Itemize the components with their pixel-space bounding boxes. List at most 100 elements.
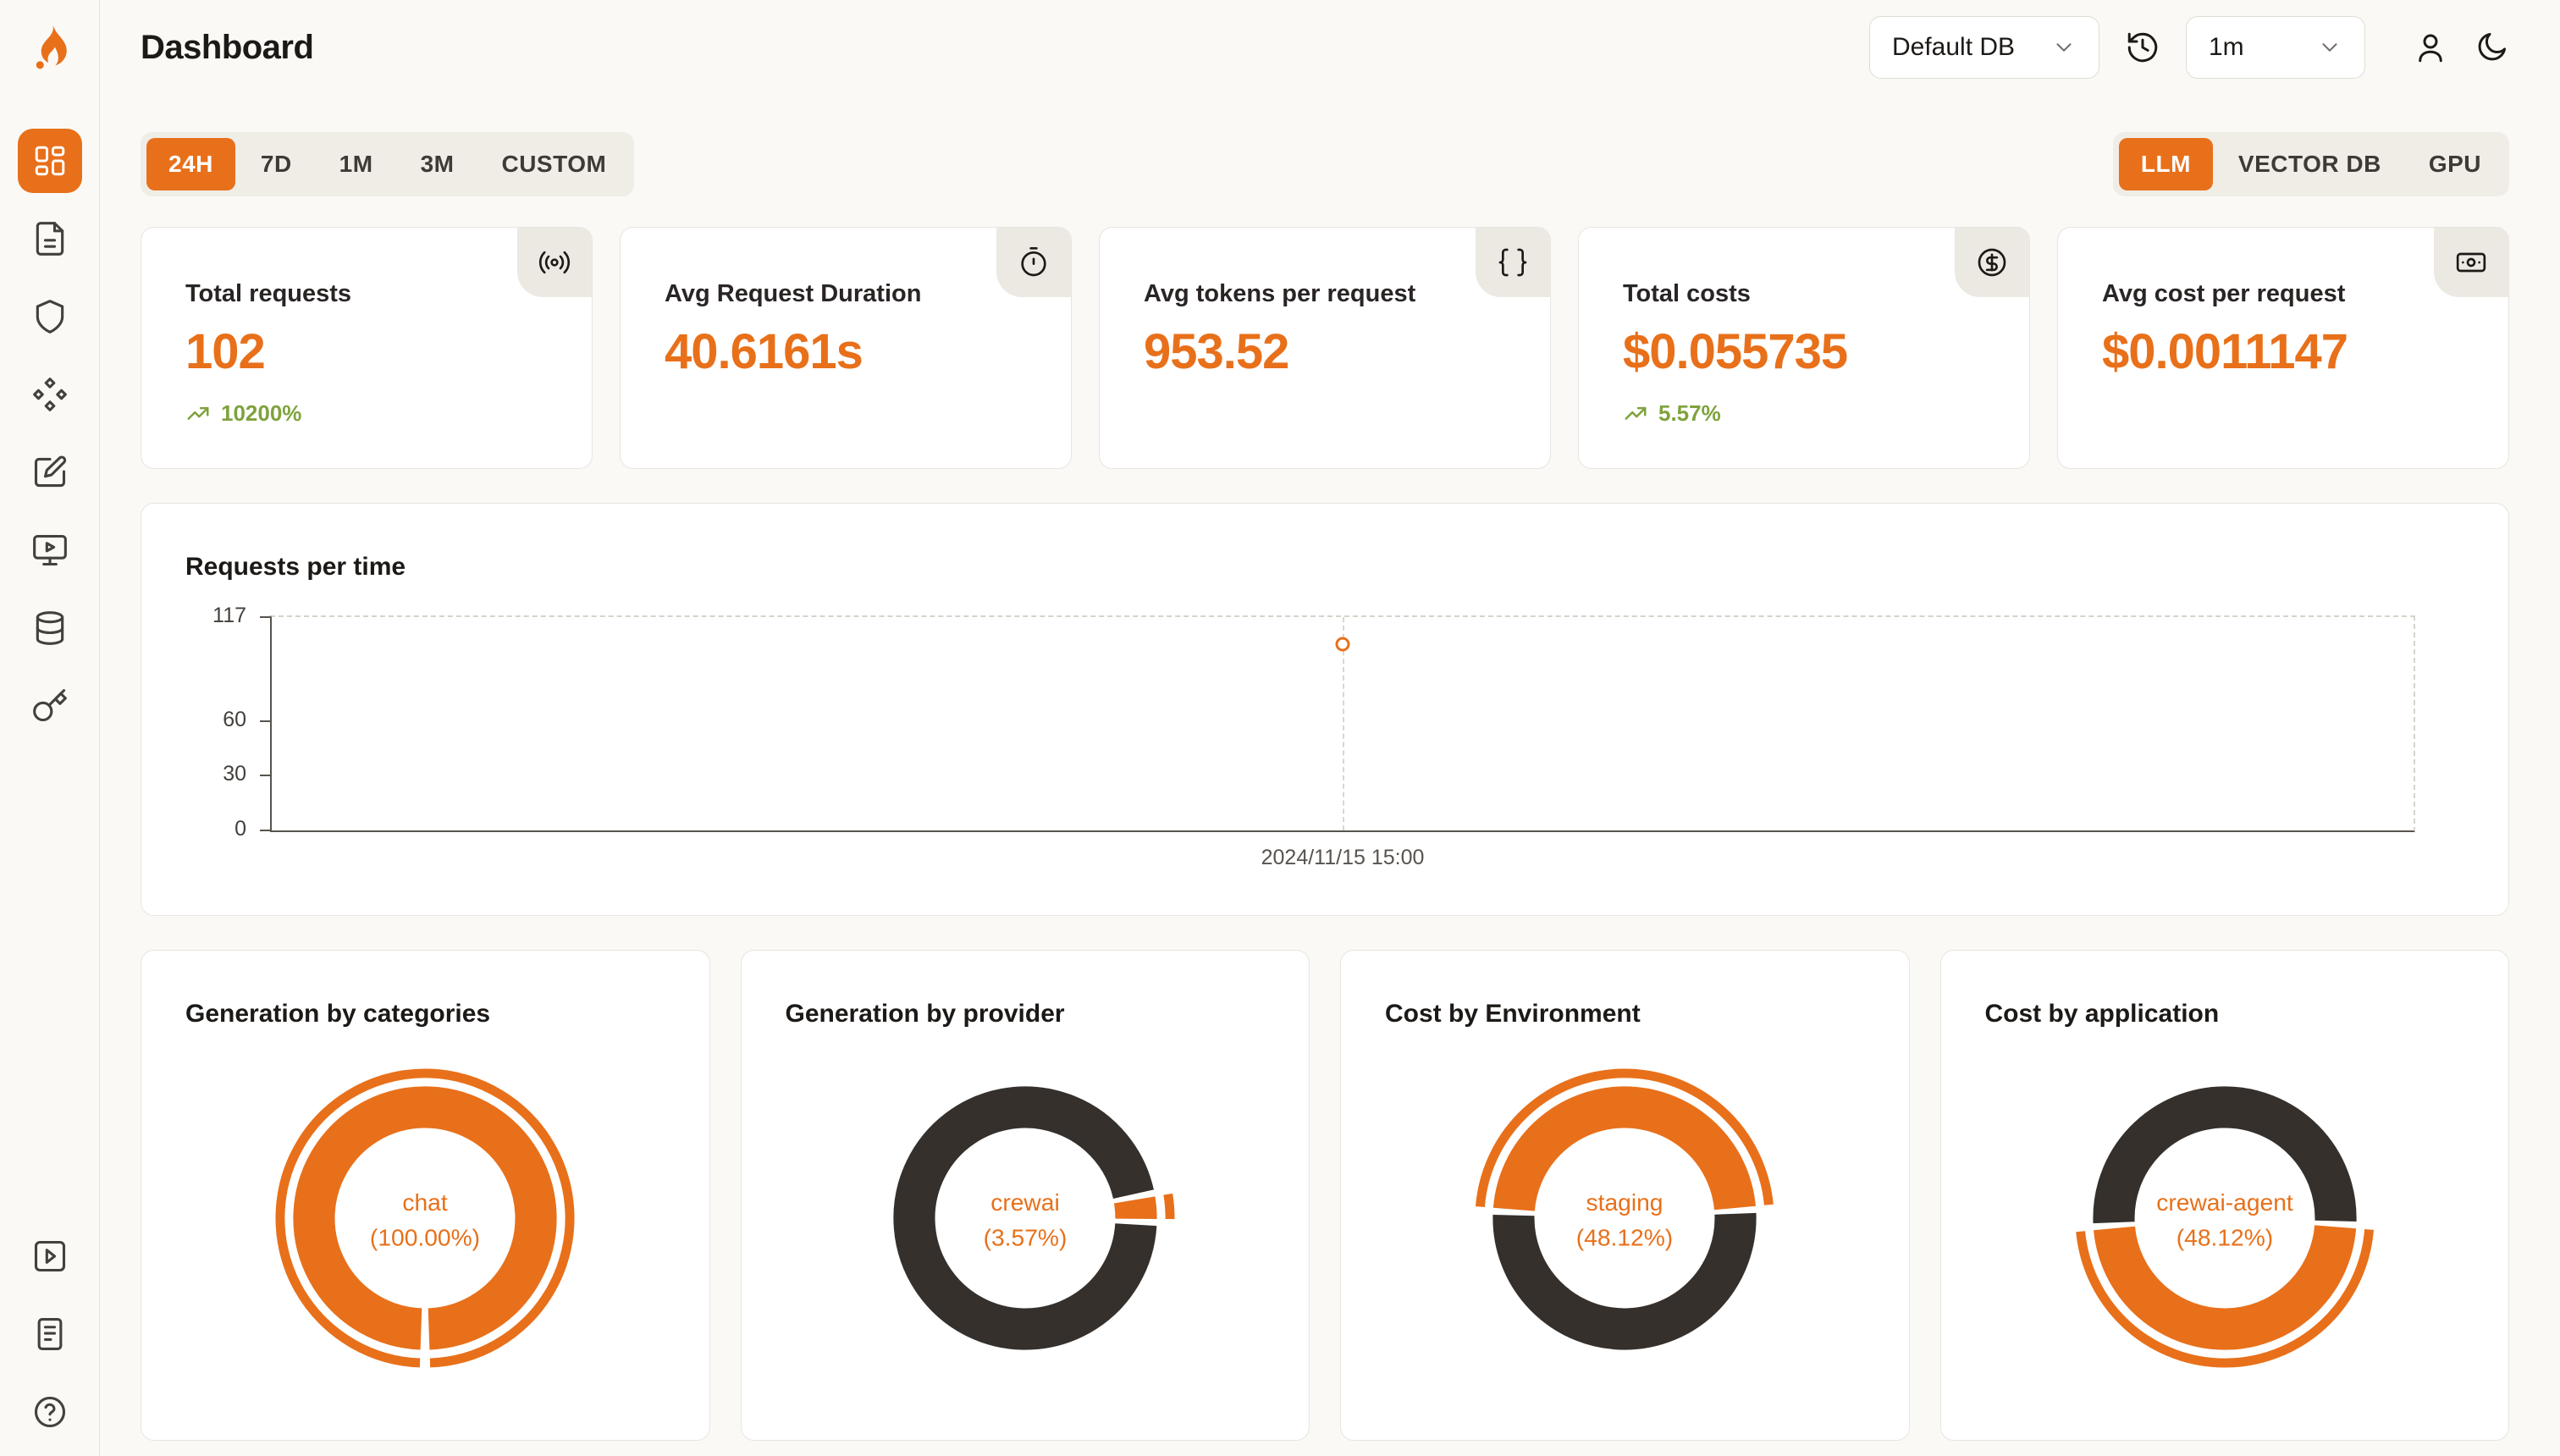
circle-dollar-icon	[1978, 248, 2006, 277]
database-select[interactable]: Default DB	[1869, 16, 2099, 79]
donut-center-value: (100.00%)	[370, 1224, 480, 1251]
user-icon	[2419, 34, 2442, 63]
square-play-icon	[34, 1240, 65, 1272]
donut-chart[interactable]: staging (48.12%)	[1470, 1064, 1779, 1372]
sidebar-item-requests[interactable]	[30, 218, 70, 259]
donut-chart[interactable]: crewai (3.57%)	[871, 1064, 1179, 1372]
source-tab-gpu[interactable]: GPU	[2407, 138, 2503, 190]
x-axis: 2024/11/15 15:00	[270, 846, 2415, 874]
sidebar	[0, 0, 100, 1456]
source-tab-vector-db[interactable]: VECTOR DB	[2216, 138, 2403, 190]
chart-data-point[interactable]	[1335, 637, 1350, 652]
file-icon	[36, 222, 63, 256]
sidebar-item-databases[interactable]	[30, 608, 70, 648]
sidebar-item-api-keys[interactable]	[30, 686, 70, 726]
trending-up-icon	[1625, 406, 1647, 420]
sidebar-bottom-nav	[30, 1236, 70, 1432]
donut-chart[interactable]: chat (100.00%)	[271, 1064, 579, 1372]
sidebar-item-prompt-hub[interactable]	[30, 374, 70, 415]
page-title: Dashboard	[141, 28, 314, 66]
donut-highlight-arc	[1163, 1193, 1175, 1220]
monitor-play-icon	[32, 534, 67, 566]
donut-segment-other[interactable]	[2093, 1086, 2357, 1224]
refresh-interval-value: 1m	[2209, 33, 2244, 61]
stat-icon-badge	[517, 228, 592, 297]
y-tick-mark	[260, 830, 270, 831]
source-tab-llm[interactable]: LLM	[2118, 138, 2213, 190]
moon-icon	[2478, 32, 2507, 61]
sidebar-item-exceptions[interactable]	[30, 296, 70, 337]
flame-logo-icon	[36, 24, 67, 69]
time-range-tab-24h[interactable]: 24H	[146, 138, 235, 190]
time-range-tab-7d[interactable]: 7D	[239, 138, 314, 190]
donut-grid: Generation by categories chat (100.00%) Gen…	[141, 950, 2509, 1441]
key-icon	[32, 689, 67, 722]
sidebar-item-playground[interactable]	[30, 530, 70, 571]
stat-card-total-costs: Total costs $0.055735 5.57%	[1578, 227, 2030, 469]
filter-row: 24H 7D 1M 3M CUSTOM LLM VECTOR DB GPU	[141, 132, 2509, 196]
donut-segment-crewai-agent[interactable]	[2093, 1224, 2356, 1350]
donut-title: Generation by categories	[185, 1000, 491, 1028]
stat-card-avg-tokens-per-request: Avg tokens per request 953.52	[1099, 227, 1551, 469]
sidebar-item-evaluations[interactable]	[30, 452, 70, 493]
sidebar-nav	[17, 129, 82, 726]
stat-icon-badge	[2434, 228, 2508, 297]
stat-card-total-requests: Total requests 102 10200%	[141, 227, 593, 469]
stat-label: Total costs	[1623, 280, 1751, 307]
refresh-history-button[interactable]	[2125, 30, 2160, 65]
document-icon	[37, 1318, 62, 1350]
y-tick-label: 30	[223, 762, 246, 786]
y-tick-mark	[260, 775, 270, 777]
refresh-interval-select[interactable]: 1m	[2186, 16, 2365, 79]
trending-up-icon	[187, 406, 209, 420]
time-range-tab-1m[interactable]: 1M	[317, 138, 395, 190]
donut-title: Cost by application	[1984, 1000, 2220, 1028]
donut-segment-other[interactable]	[893, 1086, 1157, 1350]
stat-label: Avg cost per request	[2102, 280, 2346, 307]
requests-chart-card: Requests per time 0 30 60 117 2024/11/15 15…	[141, 503, 2509, 916]
app-logo[interactable]	[23, 20, 77, 74]
stat-value: 40.6161s	[665, 324, 863, 379]
sidebar-item-dashboard[interactable]	[17, 129, 82, 193]
square-pen-icon	[34, 455, 66, 488]
stat-icon-badge	[996, 228, 1071, 297]
dashboard-grid-icon	[35, 146, 64, 176]
time-range-tabs: 24H 7D 1M 3M CUSTOM	[141, 132, 635, 196]
stat-delta-value: 5.57%	[1658, 400, 1721, 426]
donut-highlight-arc	[275, 1068, 575, 1368]
stat-icon-badge	[1476, 228, 1550, 297]
donut-center-label: crewai-agent	[2156, 1189, 2293, 1216]
theme-toggle-button[interactable]	[2474, 30, 2509, 65]
stat-card-avg-cost-per-request: Avg cost per request $0.0011147	[2057, 227, 2509, 469]
donut-card-generation-by-categories: Generation by categories chat (100.00%)	[141, 950, 710, 1441]
requests-chart-plot[interactable]: 0 30 60 117	[212, 604, 2415, 841]
topbar: Dashboard Default DB 1m	[100, 0, 2560, 95]
donut-segment-chat[interactable]	[293, 1086, 557, 1350]
donut-chart[interactable]: crewai-agent (48.12%)	[2071, 1064, 2379, 1372]
time-range-tab-3m[interactable]: 3M	[399, 138, 477, 190]
donut-center-value: (48.12%)	[2177, 1224, 2273, 1251]
time-range-tab-custom[interactable]: CUSTOM	[479, 138, 628, 190]
donut-highlight-arc	[1476, 1068, 1774, 1208]
sidebar-item-help[interactable]	[30, 1392, 70, 1432]
y-tick-label: 0	[234, 817, 246, 841]
sidebar-item-docs[interactable]	[30, 1314, 70, 1354]
donut-center-label: staging	[1586, 1189, 1663, 1216]
database-icon	[36, 611, 63, 645]
donut-segment-crewai[interactable]	[1113, 1196, 1157, 1220]
donut-segment-other[interactable]	[1492, 1212, 1757, 1350]
user-menu-button[interactable]	[2413, 30, 2448, 65]
donut-segment-staging[interactable]	[1493, 1086, 1757, 1212]
chart-marker-line	[1343, 617, 1344, 830]
chart-title: Requests per time	[185, 553, 406, 581]
banknote-icon	[2456, 252, 2486, 273]
sidebar-item-demo[interactable]	[30, 1236, 70, 1277]
donut-highlight-arc	[2075, 1228, 2374, 1368]
radio-icon	[538, 251, 571, 274]
stat-icon-badge	[1955, 228, 2029, 297]
stat-card-avg-request-duration: Avg Request Duration 40.6161s	[620, 227, 1072, 469]
y-tick-label: 117	[212, 604, 246, 627]
braces-icon	[1498, 248, 1527, 277]
stat-delta-value: 10200%	[221, 400, 302, 426]
donut-center-value: (48.12%)	[1576, 1224, 1673, 1251]
